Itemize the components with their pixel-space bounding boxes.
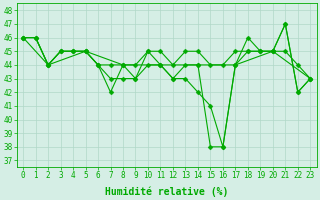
X-axis label: Humidité relative (%): Humidité relative (%) [105,186,228,197]
